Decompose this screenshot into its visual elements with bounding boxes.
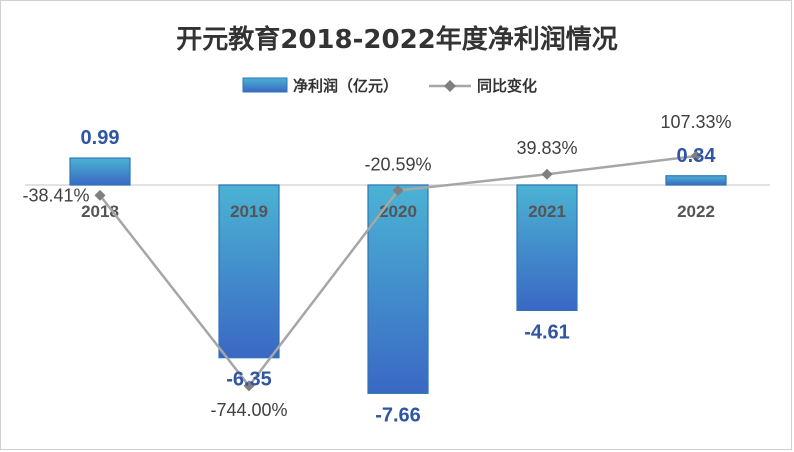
bar-value-label-2021: -4.61: [524, 321, 570, 343]
yoy-value-label-2022: 107.33%: [660, 112, 731, 132]
bar-series: [69, 157, 727, 394]
bar-value-label-2018: 0.99: [81, 127, 120, 149]
bar-2020: [367, 184, 429, 394]
bar-value-label-2020: -7.66: [375, 404, 421, 426]
bar-value-label-2022: 0.34: [677, 145, 717, 167]
yoy-marker-2021: [541, 168, 553, 180]
bar-2019: [218, 184, 280, 359]
category-label-2021: 2021: [528, 202, 566, 221]
category-labels: 2018 2019 2020 2021 2022: [81, 202, 715, 221]
line-series: [94, 150, 702, 392]
bar-2021: [516, 184, 578, 311]
yoy-marker-2020: [392, 185, 404, 197]
bar-2018: [69, 157, 131, 186]
yoy-value-label-2018: -38.41%: [22, 185, 89, 205]
legend: 净利润（亿元） 同比变化: [242, 77, 537, 95]
legend-swatch-net-profit: [242, 77, 288, 93]
yoy-marker-2019: [243, 380, 255, 392]
bar-data-labels: 0.99 -6.35 -7.66 -4.61 0.34: [81, 127, 717, 426]
legend-swatch-yoy-marker: [444, 80, 456, 92]
category-label-2019: 2019: [230, 202, 268, 221]
legend-label-yoy: 同比变化: [477, 77, 537, 95]
yoy-marker-2018: [94, 189, 106, 201]
legend-label-net-profit: 净利润（亿元）: [293, 77, 398, 95]
yoy-marker-2022: [690, 150, 702, 162]
line-data-labels: -38.41% -744.00% -20.59% 39.83% 107.33%: [22, 112, 731, 420]
bar-value-label-2019: -6.35: [226, 369, 272, 391]
category-label-2022: 2022: [677, 202, 715, 221]
category-label-2020: 2020: [379, 202, 417, 221]
chart-title: 开元教育2018-2022年度净利润情况: [176, 24, 618, 55]
yoy-value-label-2020: -20.59%: [364, 155, 431, 175]
bar-2022: [665, 175, 727, 186]
yoy-value-label-2021: 39.83%: [516, 138, 577, 158]
yoy-value-label-2019: -744.00%: [210, 400, 287, 420]
